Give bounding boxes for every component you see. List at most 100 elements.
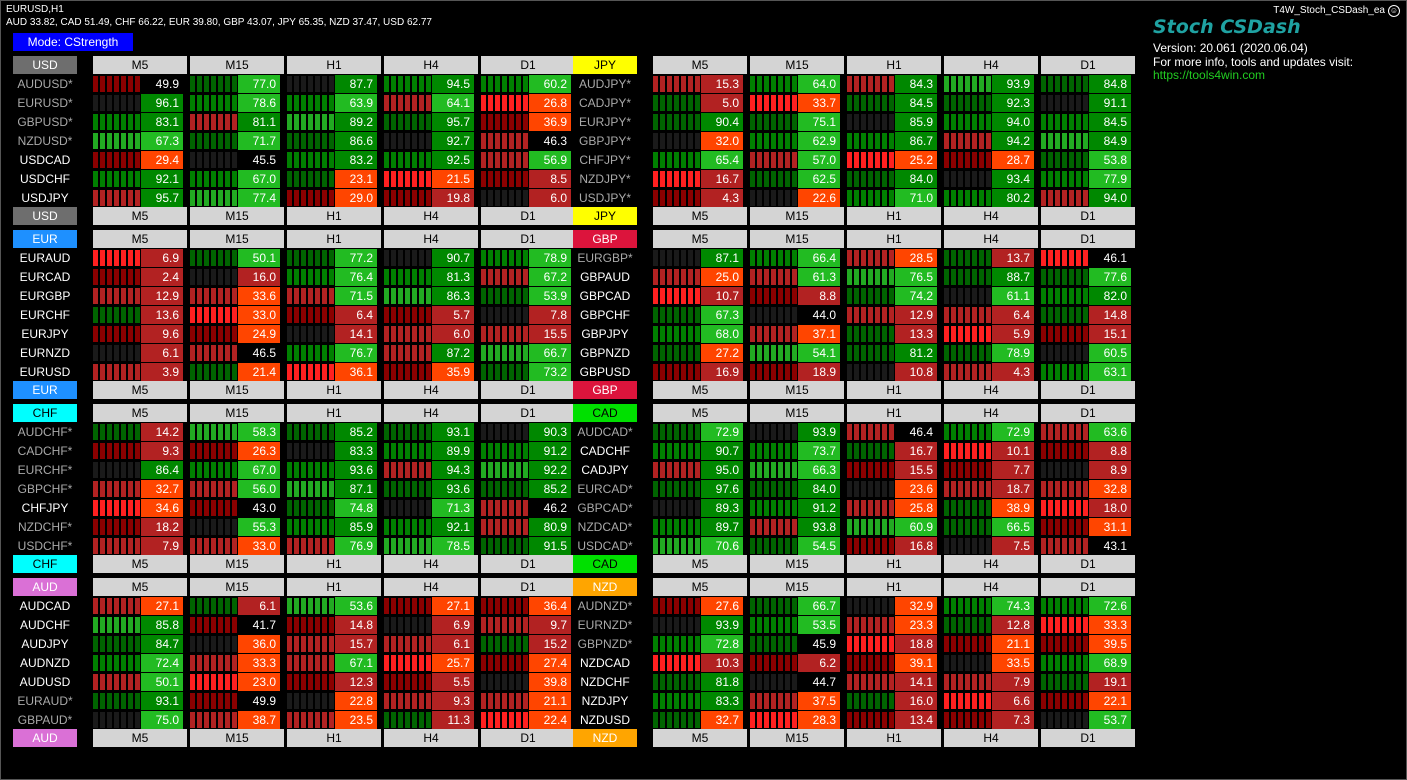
stoch-cell[interactable]: 5.9 <box>944 325 1038 343</box>
pair-label[interactable]: EURUSD <box>19 365 71 379</box>
pair-label[interactable]: NZDJPY* <box>579 172 631 186</box>
stoch-cell[interactable]: 72.6 <box>1041 597 1135 615</box>
stoch-cell[interactable]: 91.5 <box>481 537 575 555</box>
stoch-cell[interactable]: 13.7 <box>944 249 1038 267</box>
stoch-cell[interactable]: 85.9 <box>847 113 941 131</box>
currency-button-gbp[interactable]: GBP <box>573 381 637 399</box>
stoch-cell[interactable]: 65.4 <box>653 151 747 169</box>
tab-h4[interactable]: H4 <box>944 578 1038 596</box>
pair-label[interactable]: NZDCHF <box>580 675 630 689</box>
tab-m5[interactable]: M5 <box>93 207 187 225</box>
stoch-cell[interactable]: 29.4 <box>93 151 187 169</box>
stoch-cell[interactable]: 22.4 <box>481 711 575 729</box>
stoch-cell[interactable]: 67.0 <box>190 461 284 479</box>
stoch-cell[interactable]: 87.2 <box>384 344 478 362</box>
tab-m15[interactable]: M15 <box>190 230 284 248</box>
tab-h4[interactable]: H4 <box>944 230 1038 248</box>
pair-label[interactable]: GBPCHF* <box>17 482 73 496</box>
stoch-cell[interactable]: 81.3 <box>384 268 478 286</box>
pair-label[interactable]: USDJPY* <box>578 191 631 205</box>
pair-label[interactable]: EURJPY <box>21 327 69 341</box>
stoch-cell[interactable]: 50.1 <box>93 673 187 691</box>
stoch-cell[interactable]: 95.7 <box>384 113 478 131</box>
stoch-cell[interactable]: 5.7 <box>384 306 478 324</box>
pair-label[interactable]: EURCHF <box>20 308 70 322</box>
stoch-cell[interactable]: 44.0 <box>750 306 844 324</box>
stoch-cell[interactable]: 66.3 <box>750 461 844 479</box>
stoch-cell[interactable]: 34.6 <box>93 499 187 517</box>
stoch-cell[interactable]: 21.4 <box>190 363 284 381</box>
tab-m5[interactable]: M5 <box>653 404 747 422</box>
stoch-cell[interactable]: 46.4 <box>847 423 941 441</box>
pair-label[interactable]: USDJPY <box>21 191 69 205</box>
stoch-cell[interactable]: 28.7 <box>944 151 1038 169</box>
stoch-cell[interactable]: 76.9 <box>287 537 381 555</box>
stoch-cell[interactable]: 72.9 <box>944 423 1038 441</box>
tab-h4[interactable]: H4 <box>384 56 478 74</box>
stoch-cell[interactable]: 74.8 <box>287 499 381 517</box>
stoch-cell[interactable]: 36.0 <box>190 635 284 653</box>
stoch-cell[interactable]: 70.6 <box>653 537 747 555</box>
stoch-cell[interactable]: 5.0 <box>653 94 747 112</box>
stoch-cell[interactable]: 90.3 <box>481 423 575 441</box>
stoch-cell[interactable]: 92.1 <box>93 170 187 188</box>
pair-label[interactable]: GBPJPY* <box>578 134 632 148</box>
stoch-cell[interactable]: 84.8 <box>1041 75 1135 93</box>
stoch-cell[interactable]: 93.6 <box>384 480 478 498</box>
tab-d1[interactable]: D1 <box>481 56 575 74</box>
stoch-cell[interactable]: 54.1 <box>750 344 844 362</box>
stoch-cell[interactable]: 36.1 <box>287 363 381 381</box>
tab-m5[interactable]: M5 <box>653 381 747 399</box>
stoch-cell[interactable]: 6.2 <box>750 654 844 672</box>
stoch-cell[interactable]: 68.0 <box>653 325 747 343</box>
stoch-cell[interactable]: 45.9 <box>750 635 844 653</box>
tab-d1[interactable]: D1 <box>481 555 575 573</box>
stoch-cell[interactable]: 22.8 <box>287 692 381 710</box>
stoch-cell[interactable]: 23.1 <box>287 170 381 188</box>
stoch-cell[interactable]: 56.9 <box>481 151 575 169</box>
stoch-cell[interactable]: 83.1 <box>93 113 187 131</box>
stoch-cell[interactable]: 73.7 <box>750 442 844 460</box>
stoch-cell[interactable]: 77.9 <box>1041 170 1135 188</box>
stoch-cell[interactable]: 25.7 <box>384 654 478 672</box>
stoch-cell[interactable]: 71.5 <box>287 287 381 305</box>
pair-label[interactable]: AUDUSD <box>19 675 71 689</box>
pair-label[interactable]: NZDCHF* <box>18 520 72 534</box>
tab-m15[interactable]: M15 <box>190 404 284 422</box>
tab-h1[interactable]: H1 <box>287 404 381 422</box>
stoch-cell[interactable]: 85.2 <box>287 423 381 441</box>
pair-label[interactable]: GBPCAD <box>579 289 631 303</box>
stoch-cell[interactable]: 77.6 <box>1041 268 1135 286</box>
stoch-cell[interactable]: 3.9 <box>93 363 187 381</box>
stoch-cell[interactable]: 26.3 <box>190 442 284 460</box>
pair-label[interactable]: AUDJPY <box>21 637 69 651</box>
tab-h4[interactable]: H4 <box>944 404 1038 422</box>
stoch-cell[interactable]: 64.0 <box>750 75 844 93</box>
tab-d1[interactable]: D1 <box>1041 230 1135 248</box>
stoch-cell[interactable]: 13.4 <box>847 711 941 729</box>
stoch-cell[interactable]: 21.5 <box>384 170 478 188</box>
stoch-cell[interactable]: 29.0 <box>287 189 381 207</box>
stoch-cell[interactable]: 77.4 <box>190 189 284 207</box>
stoch-cell[interactable]: 18.2 <box>93 518 187 536</box>
stoch-cell[interactable]: 89.9 <box>384 442 478 460</box>
stoch-cell[interactable]: 90.4 <box>653 113 747 131</box>
currency-button-aud[interactable]: AUD <box>13 578 77 596</box>
stoch-cell[interactable]: 76.4 <box>287 268 381 286</box>
stoch-cell[interactable]: 8.8 <box>1041 442 1135 460</box>
tab-h4[interactable]: H4 <box>384 578 478 596</box>
pair-label[interactable]: EURCAD <box>19 270 71 284</box>
currency-button-cad[interactable]: CAD <box>573 404 637 422</box>
stoch-cell[interactable]: 39.1 <box>847 654 941 672</box>
stoch-cell[interactable]: 21.1 <box>481 692 575 710</box>
stoch-cell[interactable]: 7.5 <box>944 537 1038 555</box>
pair-label[interactable]: EURNZD* <box>577 618 633 632</box>
stoch-cell[interactable]: 8.5 <box>481 170 575 188</box>
stoch-cell[interactable]: 89.3 <box>653 499 747 517</box>
tab-h1[interactable]: H1 <box>287 381 381 399</box>
tab-m15[interactable]: M15 <box>750 207 844 225</box>
stoch-cell[interactable]: 33.7 <box>750 94 844 112</box>
stoch-cell[interactable]: 2.4 <box>93 268 187 286</box>
stoch-cell[interactable]: 56.0 <box>190 480 284 498</box>
stoch-cell[interactable]: 89.2 <box>287 113 381 131</box>
